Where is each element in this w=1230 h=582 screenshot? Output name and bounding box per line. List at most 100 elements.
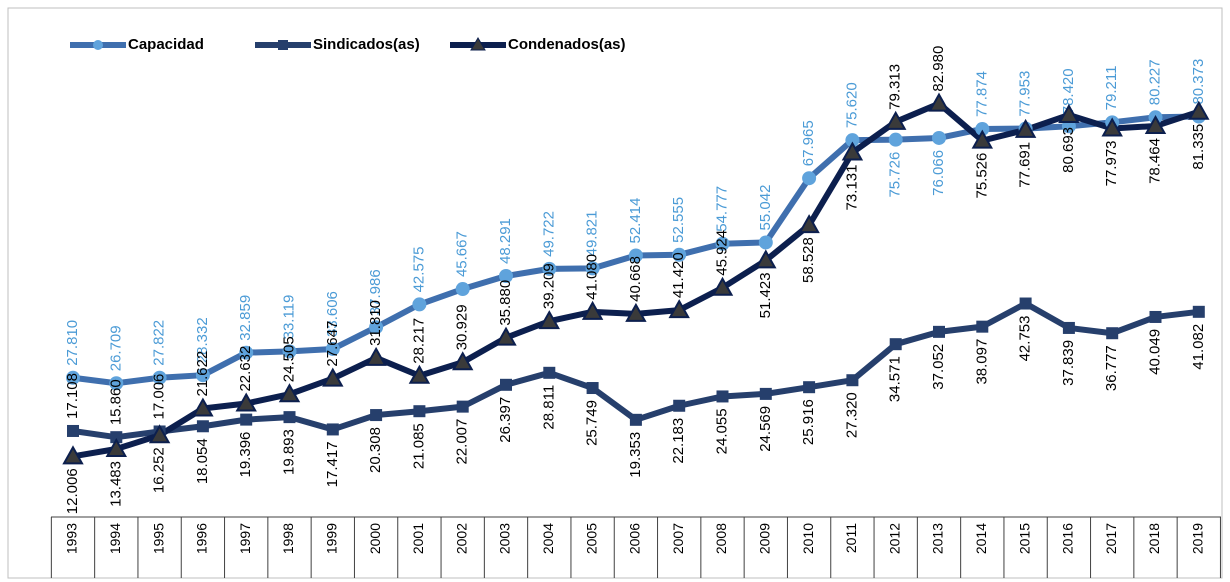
marker [1144, 114, 1167, 135]
marker [758, 235, 773, 250]
data-label: 55.042 [757, 185, 774, 231]
data-label: 80.373 [1190, 59, 1207, 105]
marker [846, 374, 859, 387]
marker [365, 346, 387, 366]
data-label: 25.916 [800, 399, 817, 445]
data-label: 80.693 [1060, 127, 1077, 173]
marker [581, 300, 604, 320]
data-label: 42.753 [1017, 316, 1034, 362]
marker [196, 420, 209, 433]
data-label: 24.569 [757, 406, 774, 452]
data-label: 21.622 [194, 351, 211, 397]
marker [933, 325, 945, 338]
x-tick-label: 2014 [973, 523, 989, 554]
marker [500, 378, 512, 391]
data-label: 16.252 [151, 447, 168, 493]
data-label: 32.859 [237, 295, 254, 341]
marker [673, 399, 686, 412]
legend-marker [93, 40, 103, 50]
marker [716, 390, 729, 403]
marker [456, 400, 469, 413]
marker [1058, 103, 1080, 123]
marker [195, 368, 210, 383]
x-tick-label: 1998 [280, 523, 296, 554]
x-tick-label: 1995 [150, 523, 166, 554]
marker [932, 130, 946, 145]
data-label: 22.007 [454, 419, 471, 465]
marker [798, 214, 820, 234]
marker [1062, 321, 1075, 334]
legend-marker [470, 37, 486, 51]
marker [1014, 118, 1037, 138]
marker [586, 382, 599, 395]
data-label: 40.668 [627, 256, 644, 302]
legend-label: Capacidad [128, 36, 204, 53]
x-tick-label: 2001 [410, 523, 426, 554]
data-label: 37.839 [1060, 340, 1077, 386]
marker [975, 121, 990, 136]
data-label: 80.227 [1146, 59, 1163, 105]
marker [889, 338, 902, 351]
marker [62, 445, 84, 465]
marker [888, 132, 903, 147]
x-tick-label: 2004 [540, 523, 556, 554]
data-label: 77.691 [1017, 142, 1034, 188]
marker [668, 299, 690, 319]
data-label: 45.924 [713, 230, 730, 276]
data-label: 78.420 [1060, 68, 1077, 114]
x-tick-label: 2012 [886, 523, 902, 554]
data-label: 75.620 [843, 82, 860, 128]
marker [499, 268, 513, 283]
data-label: 27.320 [843, 392, 860, 438]
marker [629, 413, 642, 426]
marker [1106, 327, 1119, 340]
marker [408, 364, 431, 384]
data-label: 12.006 [64, 468, 81, 514]
data-label: 79.211 [1103, 66, 1120, 111]
chart-frame [7, 7, 1223, 579]
x-tick-label: 1996 [194, 523, 210, 554]
data-label: 24.055 [713, 408, 730, 454]
marker [543, 366, 556, 379]
marker [928, 92, 950, 112]
data-label: 20.308 [367, 427, 384, 473]
x-tick-label: 2011 [843, 523, 859, 553]
x-tick-label: 2019 [1190, 523, 1206, 554]
marker [192, 397, 214, 417]
marker [628, 248, 643, 263]
data-label: 28.811 [540, 385, 557, 430]
x-tick-label: 1994 [107, 523, 123, 554]
data-label: 51.423 [757, 272, 774, 318]
data-label: 41.420 [670, 252, 687, 298]
marker [282, 344, 297, 359]
data-label: 39.209 [540, 263, 557, 309]
marker [495, 326, 517, 346]
data-label: 24.505 [280, 336, 297, 382]
marker [278, 383, 301, 403]
x-tick-label: 2017 [1103, 523, 1119, 554]
marker [759, 387, 772, 400]
data-label: 75.526 [973, 153, 990, 199]
data-label: 78.464 [1146, 138, 1163, 184]
marker [325, 341, 340, 356]
data-label: 26.709 [107, 325, 124, 371]
x-tick-label: 2018 [1146, 523, 1162, 554]
data-label: 27.822 [151, 320, 168, 366]
data-label: 77.874 [973, 71, 990, 117]
data-label: 30.929 [454, 304, 471, 350]
data-label: 75.726 [887, 152, 904, 198]
data-label: 35.880 [497, 280, 514, 326]
legend-label: Condenados(as) [508, 36, 626, 53]
data-label: 17.108 [64, 373, 81, 419]
marker [369, 320, 384, 335]
data-label: 45.667 [454, 231, 471, 277]
data-label: 76.066 [930, 150, 947, 196]
data-label: 18.054 [194, 438, 211, 484]
marker [841, 141, 864, 161]
marker [1188, 100, 1210, 120]
x-tick-label: 2010 [800, 523, 816, 554]
data-label: 33.606 [324, 291, 341, 337]
data-label: 79.313 [887, 64, 904, 110]
marker [152, 370, 167, 385]
marker [538, 310, 561, 330]
